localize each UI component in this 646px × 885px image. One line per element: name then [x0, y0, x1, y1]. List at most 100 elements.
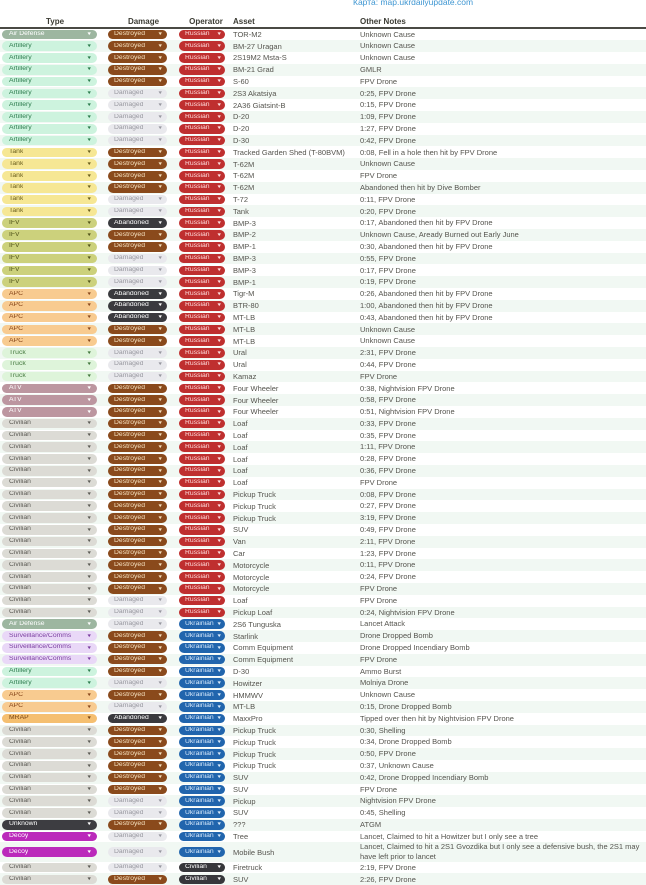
type-dropdown[interactable]: Civilian ▼	[2, 525, 97, 535]
type-dropdown[interactable]: Artillery ▼	[2, 53, 97, 63]
type-dropdown[interactable]: Civilian ▼	[2, 513, 97, 523]
operator-dropdown[interactable]: Russian ▼	[179, 548, 225, 559]
operator-dropdown[interactable]: Russian ▼	[179, 324, 225, 335]
type-dropdown[interactable]: Civilian ▼	[2, 536, 97, 547]
damage-dropdown[interactable]: Destroyed ▼	[108, 513, 167, 523]
operator-dropdown[interactable]: Russian ▼	[179, 418, 225, 429]
damage-dropdown[interactable]: Destroyed ▼	[108, 41, 167, 51]
type-dropdown[interactable]: Tank ▼	[2, 147, 97, 158]
type-dropdown[interactable]: Artillery ▼	[2, 76, 97, 87]
operator-dropdown[interactable]: Russian ▼	[179, 230, 225, 240]
damage-dropdown[interactable]: Damaged ▼	[108, 194, 167, 205]
damage-dropdown[interactable]: Damaged ▼	[108, 796, 167, 806]
damage-dropdown[interactable]: Destroyed ▼	[108, 572, 167, 582]
operator-dropdown[interactable]: Ukrainian ▼	[179, 619, 225, 630]
type-dropdown[interactable]: Civilian ▼	[2, 772, 97, 783]
type-dropdown[interactable]: IFV ▼	[2, 218, 97, 228]
operator-dropdown[interactable]: Ukrainian ▼	[179, 654, 225, 665]
operator-dropdown[interactable]: Russian ▼	[179, 182, 225, 193]
type-dropdown[interactable]: Civilian ▼	[2, 454, 97, 464]
damage-dropdown[interactable]: Destroyed ▼	[108, 631, 167, 641]
damage-dropdown[interactable]: Damaged ▼	[108, 112, 167, 122]
damage-dropdown[interactable]: Destroyed ▼	[108, 525, 167, 535]
operator-dropdown[interactable]: Russian ▼	[179, 442, 225, 453]
operator-dropdown[interactable]: Ukrainian ▼	[179, 831, 225, 842]
type-dropdown[interactable]: MRAP ▼	[2, 713, 97, 724]
operator-dropdown[interactable]: Russian ▼	[179, 584, 225, 594]
operator-dropdown[interactable]: Russian ▼	[179, 135, 225, 146]
type-dropdown[interactable]: Artillery ▼	[2, 112, 97, 122]
type-dropdown[interactable]: APC ▼	[2, 336, 97, 346]
type-dropdown[interactable]: Civilian ▼	[2, 725, 97, 736]
operator-dropdown[interactable]: Russian ▼	[179, 477, 225, 488]
operator-dropdown[interactable]: Russian ▼	[179, 312, 225, 323]
damage-dropdown[interactable]: Destroyed ▼	[108, 430, 167, 441]
operator-dropdown[interactable]: Russian ▼	[179, 466, 225, 476]
type-dropdown[interactable]: IFV ▼	[2, 230, 97, 240]
operator-dropdown[interactable]: Civilian ▼	[179, 874, 225, 885]
damage-dropdown[interactable]: Damaged ▼	[108, 253, 167, 264]
damage-dropdown[interactable]: Destroyed ▼	[108, 336, 167, 346]
damage-dropdown[interactable]: Destroyed ▼	[108, 324, 167, 335]
type-dropdown[interactable]: Civilian ▼	[2, 808, 97, 818]
damage-dropdown[interactable]: Destroyed ▼	[108, 654, 167, 665]
damage-dropdown[interactable]: Destroyed ▼	[108, 241, 167, 252]
damage-dropdown[interactable]: Damaged ▼	[108, 100, 167, 110]
damage-dropdown[interactable]: Damaged ▼	[108, 808, 167, 818]
operator-dropdown[interactable]: Russian ▼	[179, 41, 225, 51]
operator-dropdown[interactable]: Ukrainian ▼	[179, 690, 225, 700]
damage-dropdown[interactable]: Destroyed ▼	[108, 737, 167, 747]
operator-dropdown[interactable]: Ukrainian ▼	[179, 761, 225, 771]
damage-dropdown[interactable]: Destroyed ▼	[108, 784, 167, 795]
type-dropdown[interactable]: APC ▼	[2, 690, 97, 700]
damage-dropdown[interactable]: Destroyed ▼	[108, 147, 167, 158]
operator-dropdown[interactable]: Russian ▼	[179, 336, 225, 346]
operator-dropdown[interactable]: Russian ▼	[179, 171, 225, 181]
operator-dropdown[interactable]: Ukrainian ▼	[179, 808, 225, 818]
operator-dropdown[interactable]: Russian ▼	[179, 430, 225, 441]
damage-dropdown[interactable]: Destroyed ▼	[108, 383, 167, 394]
type-dropdown[interactable]: Air Defense ▼	[2, 29, 97, 40]
type-dropdown[interactable]: APC ▼	[2, 300, 97, 311]
type-dropdown[interactable]: IFV ▼	[2, 265, 97, 276]
damage-dropdown[interactable]: Damaged ▼	[108, 847, 167, 857]
operator-dropdown[interactable]: Russian ▼	[179, 383, 225, 394]
type-dropdown[interactable]: Civilian ▼	[2, 418, 97, 429]
type-dropdown[interactable]: ATV ▼	[2, 395, 97, 405]
operator-dropdown[interactable]: Russian ▼	[179, 560, 225, 571]
damage-dropdown[interactable]: Damaged ▼	[108, 277, 167, 287]
damage-dropdown[interactable]: Destroyed ▼	[108, 477, 167, 488]
operator-dropdown[interactable]: Russian ▼	[179, 76, 225, 87]
type-dropdown[interactable]: Truck ▼	[2, 371, 97, 382]
type-dropdown[interactable]: Artillery ▼	[2, 64, 97, 75]
type-dropdown[interactable]: Civilian ▼	[2, 477, 97, 488]
operator-dropdown[interactable]: Ukrainian ▼	[179, 749, 225, 759]
operator-dropdown[interactable]: Russian ▼	[179, 300, 225, 311]
damage-dropdown[interactable]: Damaged ▼	[108, 348, 167, 358]
operator-dropdown[interactable]: Russian ▼	[179, 64, 225, 75]
damage-dropdown[interactable]: Destroyed ▼	[108, 560, 167, 571]
operator-dropdown[interactable]: Russian ▼	[179, 29, 225, 40]
type-dropdown[interactable]: Truck ▼	[2, 359, 97, 370]
type-dropdown[interactable]: Tank ▼	[2, 206, 97, 217]
type-dropdown[interactable]: Civilian ▼	[2, 584, 97, 594]
operator-dropdown[interactable]: Russian ▼	[179, 253, 225, 264]
operator-dropdown[interactable]: Russian ▼	[179, 359, 225, 370]
operator-dropdown[interactable]: Ukrainian ▼	[179, 643, 225, 653]
operator-dropdown[interactable]: Russian ▼	[179, 525, 225, 535]
operator-dropdown[interactable]: Ukrainian ▼	[179, 725, 225, 736]
damage-dropdown[interactable]: Destroyed ▼	[108, 159, 167, 169]
type-dropdown[interactable]: Civilian ▼	[2, 737, 97, 747]
type-dropdown[interactable]: Civilian ▼	[2, 607, 97, 618]
damage-dropdown[interactable]: Damaged ▼	[108, 265, 167, 276]
damage-dropdown[interactable]: Destroyed ▼	[108, 761, 167, 771]
damage-dropdown[interactable]: Damaged ▼	[108, 206, 167, 217]
damage-dropdown[interactable]: Abandoned ▼	[108, 218, 167, 228]
operator-dropdown[interactable]: Russian ▼	[179, 289, 225, 299]
operator-dropdown[interactable]: Russian ▼	[179, 536, 225, 547]
type-dropdown[interactable]: Decoy ▼	[2, 831, 97, 842]
damage-dropdown[interactable]: Damaged ▼	[108, 607, 167, 618]
damage-dropdown[interactable]: Destroyed ▼	[108, 772, 167, 783]
operator-dropdown[interactable]: Russian ▼	[179, 277, 225, 287]
operator-dropdown[interactable]: Ukrainian ▼	[179, 713, 225, 724]
